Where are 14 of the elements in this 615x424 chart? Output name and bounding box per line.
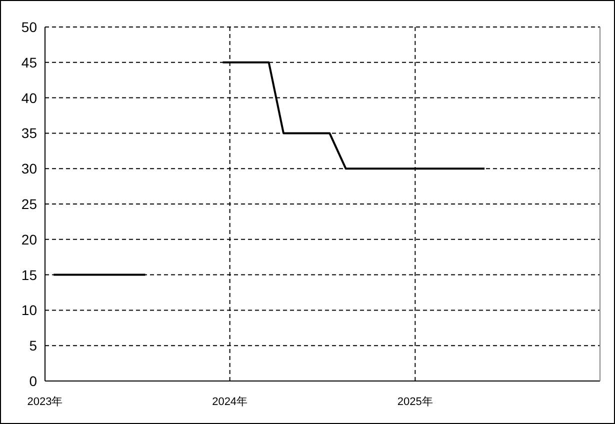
y-tick-label: 45: [21, 54, 38, 70]
y-tick-label: 0: [29, 373, 38, 389]
y-tick-label: 10: [21, 302, 38, 318]
y-tick-label: 15: [21, 266, 38, 283]
y-tick-label: 50: [21, 19, 38, 35]
y-tick-label: 40: [21, 90, 38, 106]
x-tick-label: 2024年: [212, 396, 248, 408]
y-tick-label: 20: [21, 231, 38, 248]
y-tick-label: 35: [21, 125, 38, 142]
y-tick-label: 30: [21, 160, 38, 177]
y-tick-label: 5: [29, 338, 38, 354]
x-tick-label: 2023年: [27, 396, 63, 408]
y-tick-label: 25: [21, 196, 38, 212]
x-tick-label: 2025年: [397, 396, 433, 408]
